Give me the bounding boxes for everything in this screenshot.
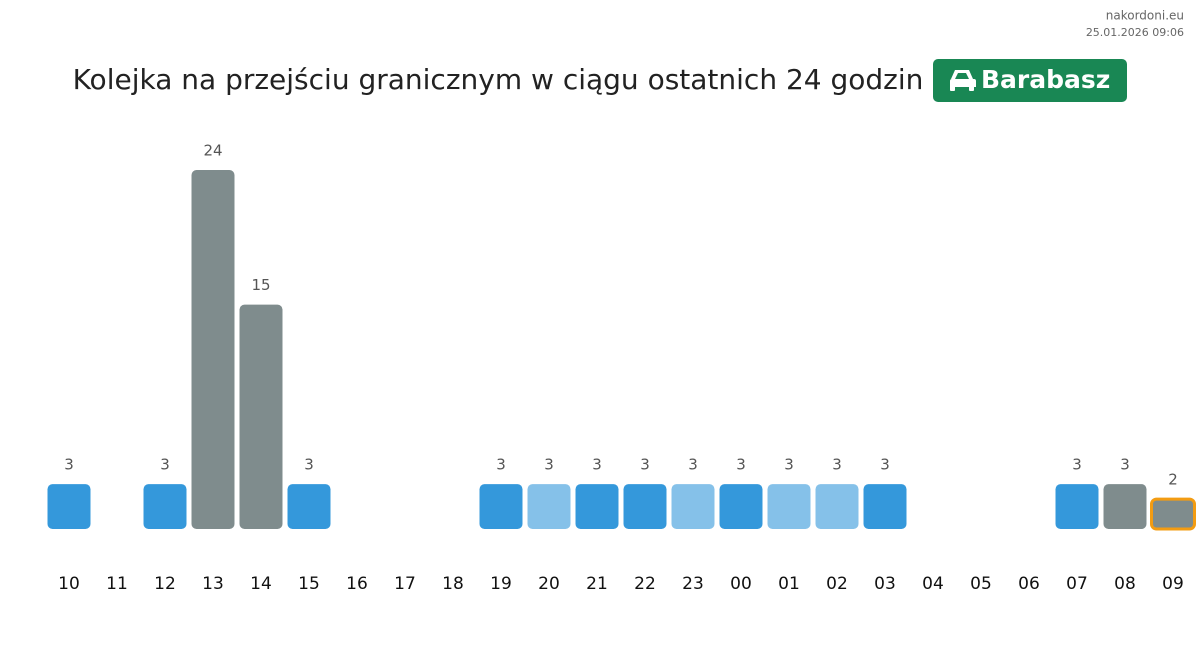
value-label: 15: [251, 276, 270, 294]
source: nakordoni.eu: [1106, 9, 1184, 23]
bar: [671, 484, 715, 529]
bar: [1055, 484, 1099, 529]
x-tick-label: 12: [154, 574, 176, 594]
x-tick-label: 15: [298, 574, 320, 594]
x-tick-label: 11: [106, 574, 128, 594]
bar: [527, 484, 571, 529]
value-label: 3: [640, 456, 650, 474]
x-tick-label: 06: [1018, 574, 1040, 594]
x-tick-label: 22: [634, 574, 656, 594]
x-tick-label: 05: [970, 574, 992, 594]
x-tick-label: 19: [490, 574, 512, 594]
x-tick-label: 21: [586, 574, 608, 594]
value-label: 3: [544, 456, 554, 474]
bar: [719, 484, 763, 529]
badge: Barabasz: [933, 59, 1127, 102]
bar: [623, 484, 667, 529]
value-label: 3: [1072, 456, 1082, 474]
value-label: 3: [880, 456, 890, 474]
x-tick-label: 00: [730, 574, 752, 594]
x-tick-label: 20: [538, 574, 560, 594]
x-tick-label: 09: [1162, 574, 1184, 594]
bar: [47, 484, 91, 529]
bar: [767, 484, 811, 529]
bar: [815, 484, 859, 529]
bar: [239, 304, 283, 529]
x-tick-label: 10: [58, 574, 80, 594]
bar: [1150, 497, 1196, 531]
x-tick-label: 14: [250, 574, 272, 594]
x-tick-label: 02: [826, 574, 848, 594]
bar: [479, 484, 523, 529]
value-label: 3: [784, 456, 794, 474]
value-label: 3: [496, 456, 506, 474]
x-tick-label: 01: [778, 574, 800, 594]
badge-text: Barabasz: [981, 65, 1110, 94]
value-label: 3: [736, 456, 746, 474]
timestamp: 25.01.2026 09:06: [1086, 26, 1184, 39]
chart-title: Kolejka na przejściu granicznym w ciągu …: [73, 63, 924, 96]
value-label: 2: [1168, 471, 1178, 489]
x-tick-label: 13: [202, 574, 224, 594]
value-label: 3: [832, 456, 842, 474]
x-tick-label: 17: [394, 574, 416, 594]
value-label: 3: [304, 456, 314, 474]
car-icon: [950, 70, 976, 91]
bar: [191, 170, 235, 529]
x-tick-label: 18: [442, 574, 464, 594]
value-label: 3: [1120, 456, 1130, 474]
value-label: 24: [203, 142, 222, 160]
x-tick-label: 03: [874, 574, 896, 594]
x-tick-label: 08: [1114, 574, 1136, 594]
x-tick-label: 16: [346, 574, 368, 594]
bar: [1103, 484, 1147, 529]
bar: [287, 484, 331, 529]
bar: [143, 484, 187, 529]
value-label: 3: [592, 456, 602, 474]
value-label: 3: [160, 456, 170, 474]
x-tick-label: 07: [1066, 574, 1088, 594]
value-label: 3: [64, 456, 74, 474]
badge-bg: [933, 59, 1127, 102]
x-tick-label: 23: [682, 574, 704, 594]
value-label: 3: [688, 456, 698, 474]
bar: [575, 484, 619, 529]
bar: [863, 484, 907, 529]
x-tick-label: 04: [922, 574, 944, 594]
